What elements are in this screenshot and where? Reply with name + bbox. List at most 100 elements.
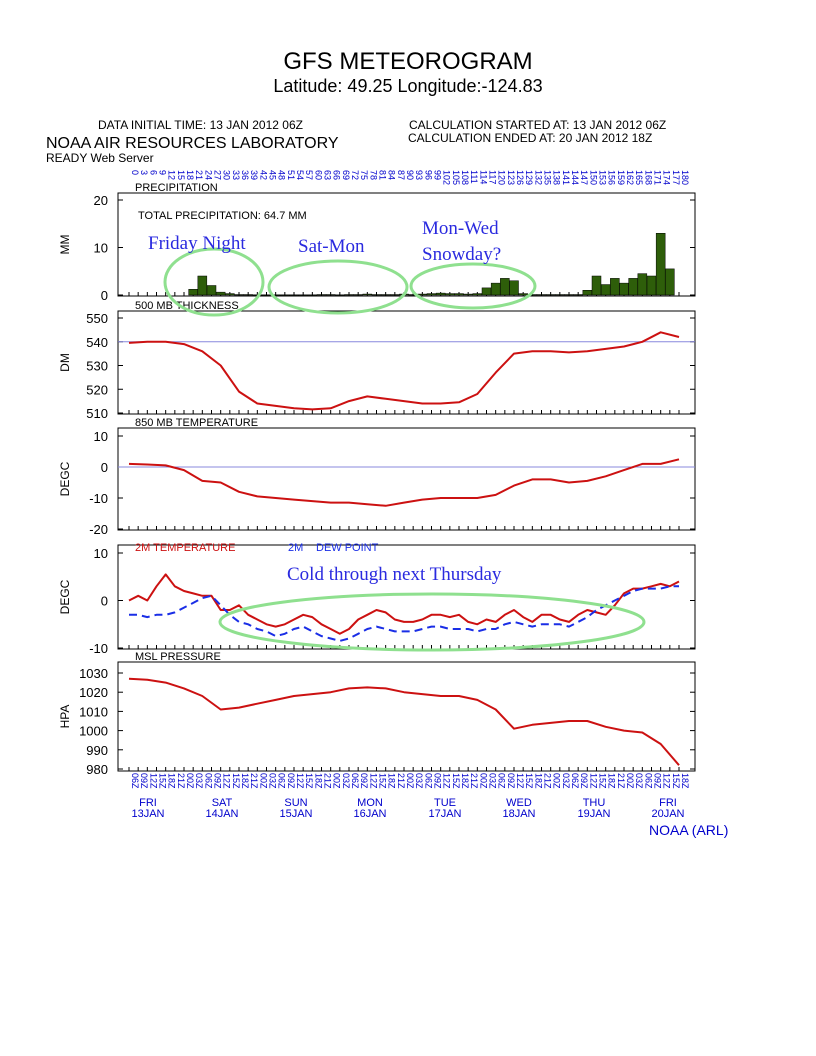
precip-bar [243, 294, 253, 296]
y-tick-label: 0 [101, 288, 108, 303]
server-name: READY Web Server [46, 151, 154, 165]
ellipse-cold-thursday [218, 592, 646, 652]
y-tick-label: 980 [86, 762, 108, 777]
precip-bar [536, 294, 547, 296]
utc-time-label: 09Z [579, 773, 589, 789]
precip-bar [582, 290, 593, 296]
utc-time-label: 03Z [634, 773, 644, 789]
panel-title: 500 MB THICKNESS [135, 300, 239, 312]
panel-frame [117, 427, 696, 531]
forecast-hour-label: 51 [286, 170, 296, 180]
precip-bar [380, 294, 391, 296]
y-axis-label: DEGC [58, 461, 72, 496]
forecast-hour-label: 12 [167, 170, 177, 180]
forecast-hour-label: 33 [231, 170, 241, 180]
utc-time-label: 15Z [158, 773, 168, 789]
y-tick-label: 550 [86, 311, 108, 326]
forecast-hour-label: 93 [414, 170, 424, 180]
y-tick-label: 10 [94, 241, 108, 256]
forecast-hour-label: 87 [396, 170, 406, 180]
forecast-hour-label: 9 [158, 170, 168, 175]
forecast-hour-label: 54 [295, 170, 305, 180]
forecast-hour-label: 42 [258, 170, 268, 180]
panel-title: MSL PRESSURE [135, 651, 221, 663]
utc-time-label: 03Z [488, 773, 498, 789]
forecast-hour-label: 159 [616, 170, 626, 185]
utc-time-label: 03Z [268, 773, 278, 789]
precip-bar [509, 280, 519, 296]
precip-bar [353, 294, 363, 296]
precip-bar [628, 278, 638, 296]
precip-bar [564, 294, 574, 296]
precip-bar [610, 278, 620, 296]
forecast-hour-label: 99 [433, 170, 443, 180]
annotation-cold-through-thursday: Cold through next Thursday [287, 564, 502, 585]
page-title: GFS METEOROGRAM [283, 48, 533, 75]
utc-time-label: 12Z [368, 773, 378, 789]
utc-time-label: 06Z [130, 773, 140, 789]
day-name-label: MON [357, 797, 383, 809]
forecast-hour-label: 18 [185, 170, 195, 180]
precip-bar [646, 275, 657, 296]
precip-bar [445, 293, 455, 296]
forecast-hour-label: 135 [543, 170, 553, 185]
utc-time-label: 09Z [286, 773, 296, 789]
forecast-hour-label: 90 [405, 170, 415, 180]
precip-bar [619, 282, 629, 296]
forecast-hour-label: 165 [634, 170, 644, 185]
y-tick-label: 990 [86, 743, 108, 758]
forecast-hour-label: 105 [451, 170, 461, 185]
forecast-hour-label: 27 [213, 170, 223, 180]
utc-time-label: 00Z [625, 773, 635, 789]
utc-time-label: 09Z [433, 773, 443, 789]
precip-bar [591, 275, 602, 296]
utc-time-label: 15Z [598, 773, 608, 789]
forecast-hour-label: 126 [515, 170, 525, 185]
series-line [128, 331, 680, 411]
forecast-hour-label: 180 [680, 170, 690, 185]
y-tick-label: 1030 [79, 666, 108, 681]
utc-time-label: 21Z [616, 773, 626, 789]
day-date-label: 17JAN [428, 808, 461, 820]
y-tick-label: 1000 [79, 724, 108, 739]
forecast-hour-label: 123 [506, 170, 516, 185]
y-tick-label: -10 [89, 491, 108, 506]
forecast-hour-label: 63 [323, 170, 333, 180]
forecast-hour-label: 69 [341, 170, 351, 180]
day-date-label: 18JAN [502, 808, 535, 820]
forecast-hour-label: 3 [139, 170, 149, 175]
day-date-label: 19JAN [577, 808, 610, 820]
y-tick-label: 540 [86, 335, 108, 350]
utc-time-label: 15Z [451, 773, 461, 789]
utc-time-label: 06Z [423, 773, 433, 789]
panel-frame [117, 192, 696, 297]
day-name-label: SUN [284, 797, 307, 809]
calculation-started: CALCULATION STARTED AT: 13 JAN 2012 06Z [409, 118, 667, 132]
precip-bar [371, 294, 382, 296]
day-name-label: SAT [212, 797, 233, 809]
precip-bar [454, 293, 464, 296]
forecast-hour-label: 66 [332, 170, 342, 180]
y-tick-label: 530 [86, 359, 108, 374]
forecast-hour-label: 75 [359, 170, 369, 180]
forecast-hour-label: 153 [598, 170, 608, 185]
utc-time-label: 00Z [185, 773, 195, 789]
forecast-hour-label: 120 [497, 170, 507, 185]
series-line [128, 573, 680, 635]
series-line [128, 677, 680, 766]
legend-dew-point: DEW POINT [316, 542, 379, 554]
utc-time-label: 06Z [350, 773, 360, 789]
precip-bar [390, 294, 400, 296]
day-name-label: FRI [659, 797, 677, 809]
annotation-sat-mon: Sat-Mon [298, 236, 365, 257]
utc-time-label: 18Z [313, 773, 323, 789]
forecast-hour-label: 177 [671, 170, 681, 185]
utc-time-label: 18Z [240, 773, 250, 789]
forecast-hour-label: 147 [579, 170, 589, 185]
precip-bar [188, 289, 198, 296]
forecast-hour-label: 0 [130, 170, 140, 175]
utc-time-label: 12Z [662, 773, 672, 789]
utc-time-label: 21Z [543, 773, 553, 789]
y-tick-label: -20 [89, 522, 108, 537]
